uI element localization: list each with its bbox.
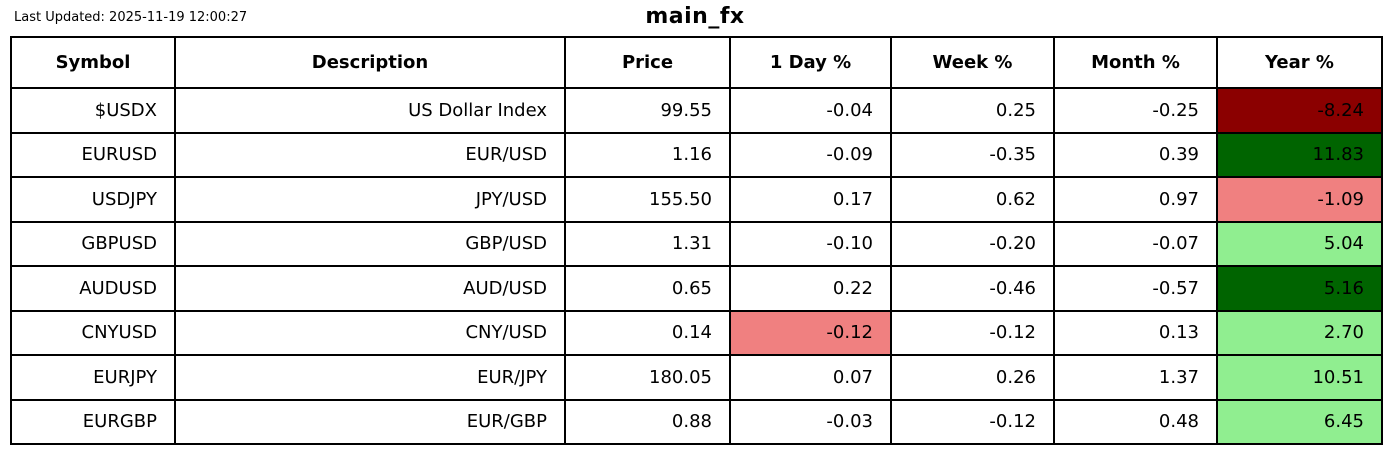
cell-day-pct: 0.22 xyxy=(729,265,892,312)
table-header: Symbol Description Price 1 Day % Week % … xyxy=(10,36,1383,89)
cell-description: EUR/JPY xyxy=(174,354,566,401)
column-header-symbol: Symbol xyxy=(10,36,176,89)
cell-year-pct: 5.04 xyxy=(1216,220,1383,267)
cell-description: EUR/USD xyxy=(174,131,566,178)
cell-description: GBP/USD xyxy=(174,220,566,267)
cell-price: 180.05 xyxy=(564,354,731,401)
cell-day-pct: 0.17 xyxy=(729,176,892,223)
cell-day-pct: -0.10 xyxy=(729,220,892,267)
cell-price: 0.88 xyxy=(564,398,731,445)
table-row: GBPUSD GBP/USD 1.31 -0.10 -0.20 -0.07 5.… xyxy=(10,220,1383,267)
cell-month-pct: -0.57 xyxy=(1053,265,1218,312)
cell-year-pct: 6.45 xyxy=(1216,398,1383,445)
cell-description: AUD/USD xyxy=(174,265,566,312)
cell-week-pct: -0.20 xyxy=(890,220,1055,267)
header-row: Symbol Description Price 1 Day % Week % … xyxy=(10,36,1383,89)
cell-week-pct: -0.35 xyxy=(890,131,1055,178)
cell-month-pct: 0.13 xyxy=(1053,309,1218,356)
cell-month-pct: 0.48 xyxy=(1053,398,1218,445)
last-updated-label: Last Updated: 2025-11-19 12:00:27 xyxy=(14,10,248,25)
cell-price: 1.31 xyxy=(564,220,731,267)
cell-description: CNY/USD xyxy=(174,309,566,356)
cell-month-pct: 1.37 xyxy=(1053,354,1218,401)
cell-symbol: GBPUSD xyxy=(10,220,176,267)
table-body: $USDX US Dollar Index 99.55 -0.04 0.25 -… xyxy=(10,87,1383,445)
cell-month-pct: -0.25 xyxy=(1053,87,1218,134)
cell-day-pct: 0.07 xyxy=(729,354,892,401)
cell-description: US Dollar Index xyxy=(174,87,566,134)
cell-week-pct: -0.12 xyxy=(890,309,1055,356)
table-row: EURJPY EUR/JPY 180.05 0.07 0.26 1.37 10.… xyxy=(10,354,1383,401)
cell-symbol: EURGBP xyxy=(10,398,176,445)
cell-week-pct: 0.25 xyxy=(890,87,1055,134)
table-row: AUDUSD AUD/USD 0.65 0.22 -0.46 -0.57 5.1… xyxy=(10,265,1383,312)
cell-year-pct: 2.70 xyxy=(1216,309,1383,356)
column-header-week: Week % xyxy=(890,36,1055,89)
table-row: EURUSD EUR/USD 1.16 -0.09 -0.35 0.39 11.… xyxy=(10,131,1383,178)
cell-symbol: $USDX xyxy=(10,87,176,134)
fx-table: Symbol Description Price 1 Day % Week % … xyxy=(10,36,1383,445)
cell-description: JPY/USD xyxy=(174,176,566,223)
table-row: EURGBP EUR/GBP 0.88 -0.03 -0.12 0.48 6.4… xyxy=(10,398,1383,445)
cell-year-pct: 5.16 xyxy=(1216,265,1383,312)
column-header-year: Year % xyxy=(1216,36,1383,89)
cell-symbol: CNYUSD xyxy=(10,309,176,356)
cell-year-pct: -8.24 xyxy=(1216,87,1383,134)
column-header-month: Month % xyxy=(1053,36,1218,89)
cell-month-pct: 0.39 xyxy=(1053,131,1218,178)
cell-symbol: AUDUSD xyxy=(10,265,176,312)
cell-day-pct: -0.03 xyxy=(729,398,892,445)
cell-description: EUR/GBP xyxy=(174,398,566,445)
cell-day-pct: -0.04 xyxy=(729,87,892,134)
cell-symbol: EURJPY xyxy=(10,354,176,401)
column-header-description: Description xyxy=(174,36,566,89)
cell-day-pct: -0.09 xyxy=(729,131,892,178)
cell-week-pct: 0.62 xyxy=(890,176,1055,223)
table-row: USDJPY JPY/USD 155.50 0.17 0.62 0.97 -1.… xyxy=(10,176,1383,223)
cell-month-pct: -0.07 xyxy=(1053,220,1218,267)
cell-week-pct: -0.46 xyxy=(890,265,1055,312)
page-title: main_fx xyxy=(645,4,745,29)
cell-year-pct: -1.09 xyxy=(1216,176,1383,223)
cell-year-pct: 11.83 xyxy=(1216,131,1383,178)
cell-price: 0.14 xyxy=(564,309,731,356)
cell-month-pct: 0.97 xyxy=(1053,176,1218,223)
column-header-day: 1 Day % xyxy=(729,36,892,89)
table-row: $USDX US Dollar Index 99.55 -0.04 0.25 -… xyxy=(10,87,1383,134)
cell-price: 99.55 xyxy=(564,87,731,134)
cell-day-pct: -0.12 xyxy=(729,309,892,356)
table-row: CNYUSD CNY/USD 0.14 -0.12 -0.12 0.13 2.7… xyxy=(10,309,1383,356)
cell-week-pct: -0.12 xyxy=(890,398,1055,445)
column-header-price: Price xyxy=(564,36,731,89)
cell-year-pct: 10.51 xyxy=(1216,354,1383,401)
cell-price: 1.16 xyxy=(564,131,731,178)
cell-week-pct: 0.26 xyxy=(890,354,1055,401)
cell-symbol: EURUSD xyxy=(10,131,176,178)
cell-price: 155.50 xyxy=(564,176,731,223)
cell-symbol: USDJPY xyxy=(10,176,176,223)
cell-price: 0.65 xyxy=(564,265,731,312)
